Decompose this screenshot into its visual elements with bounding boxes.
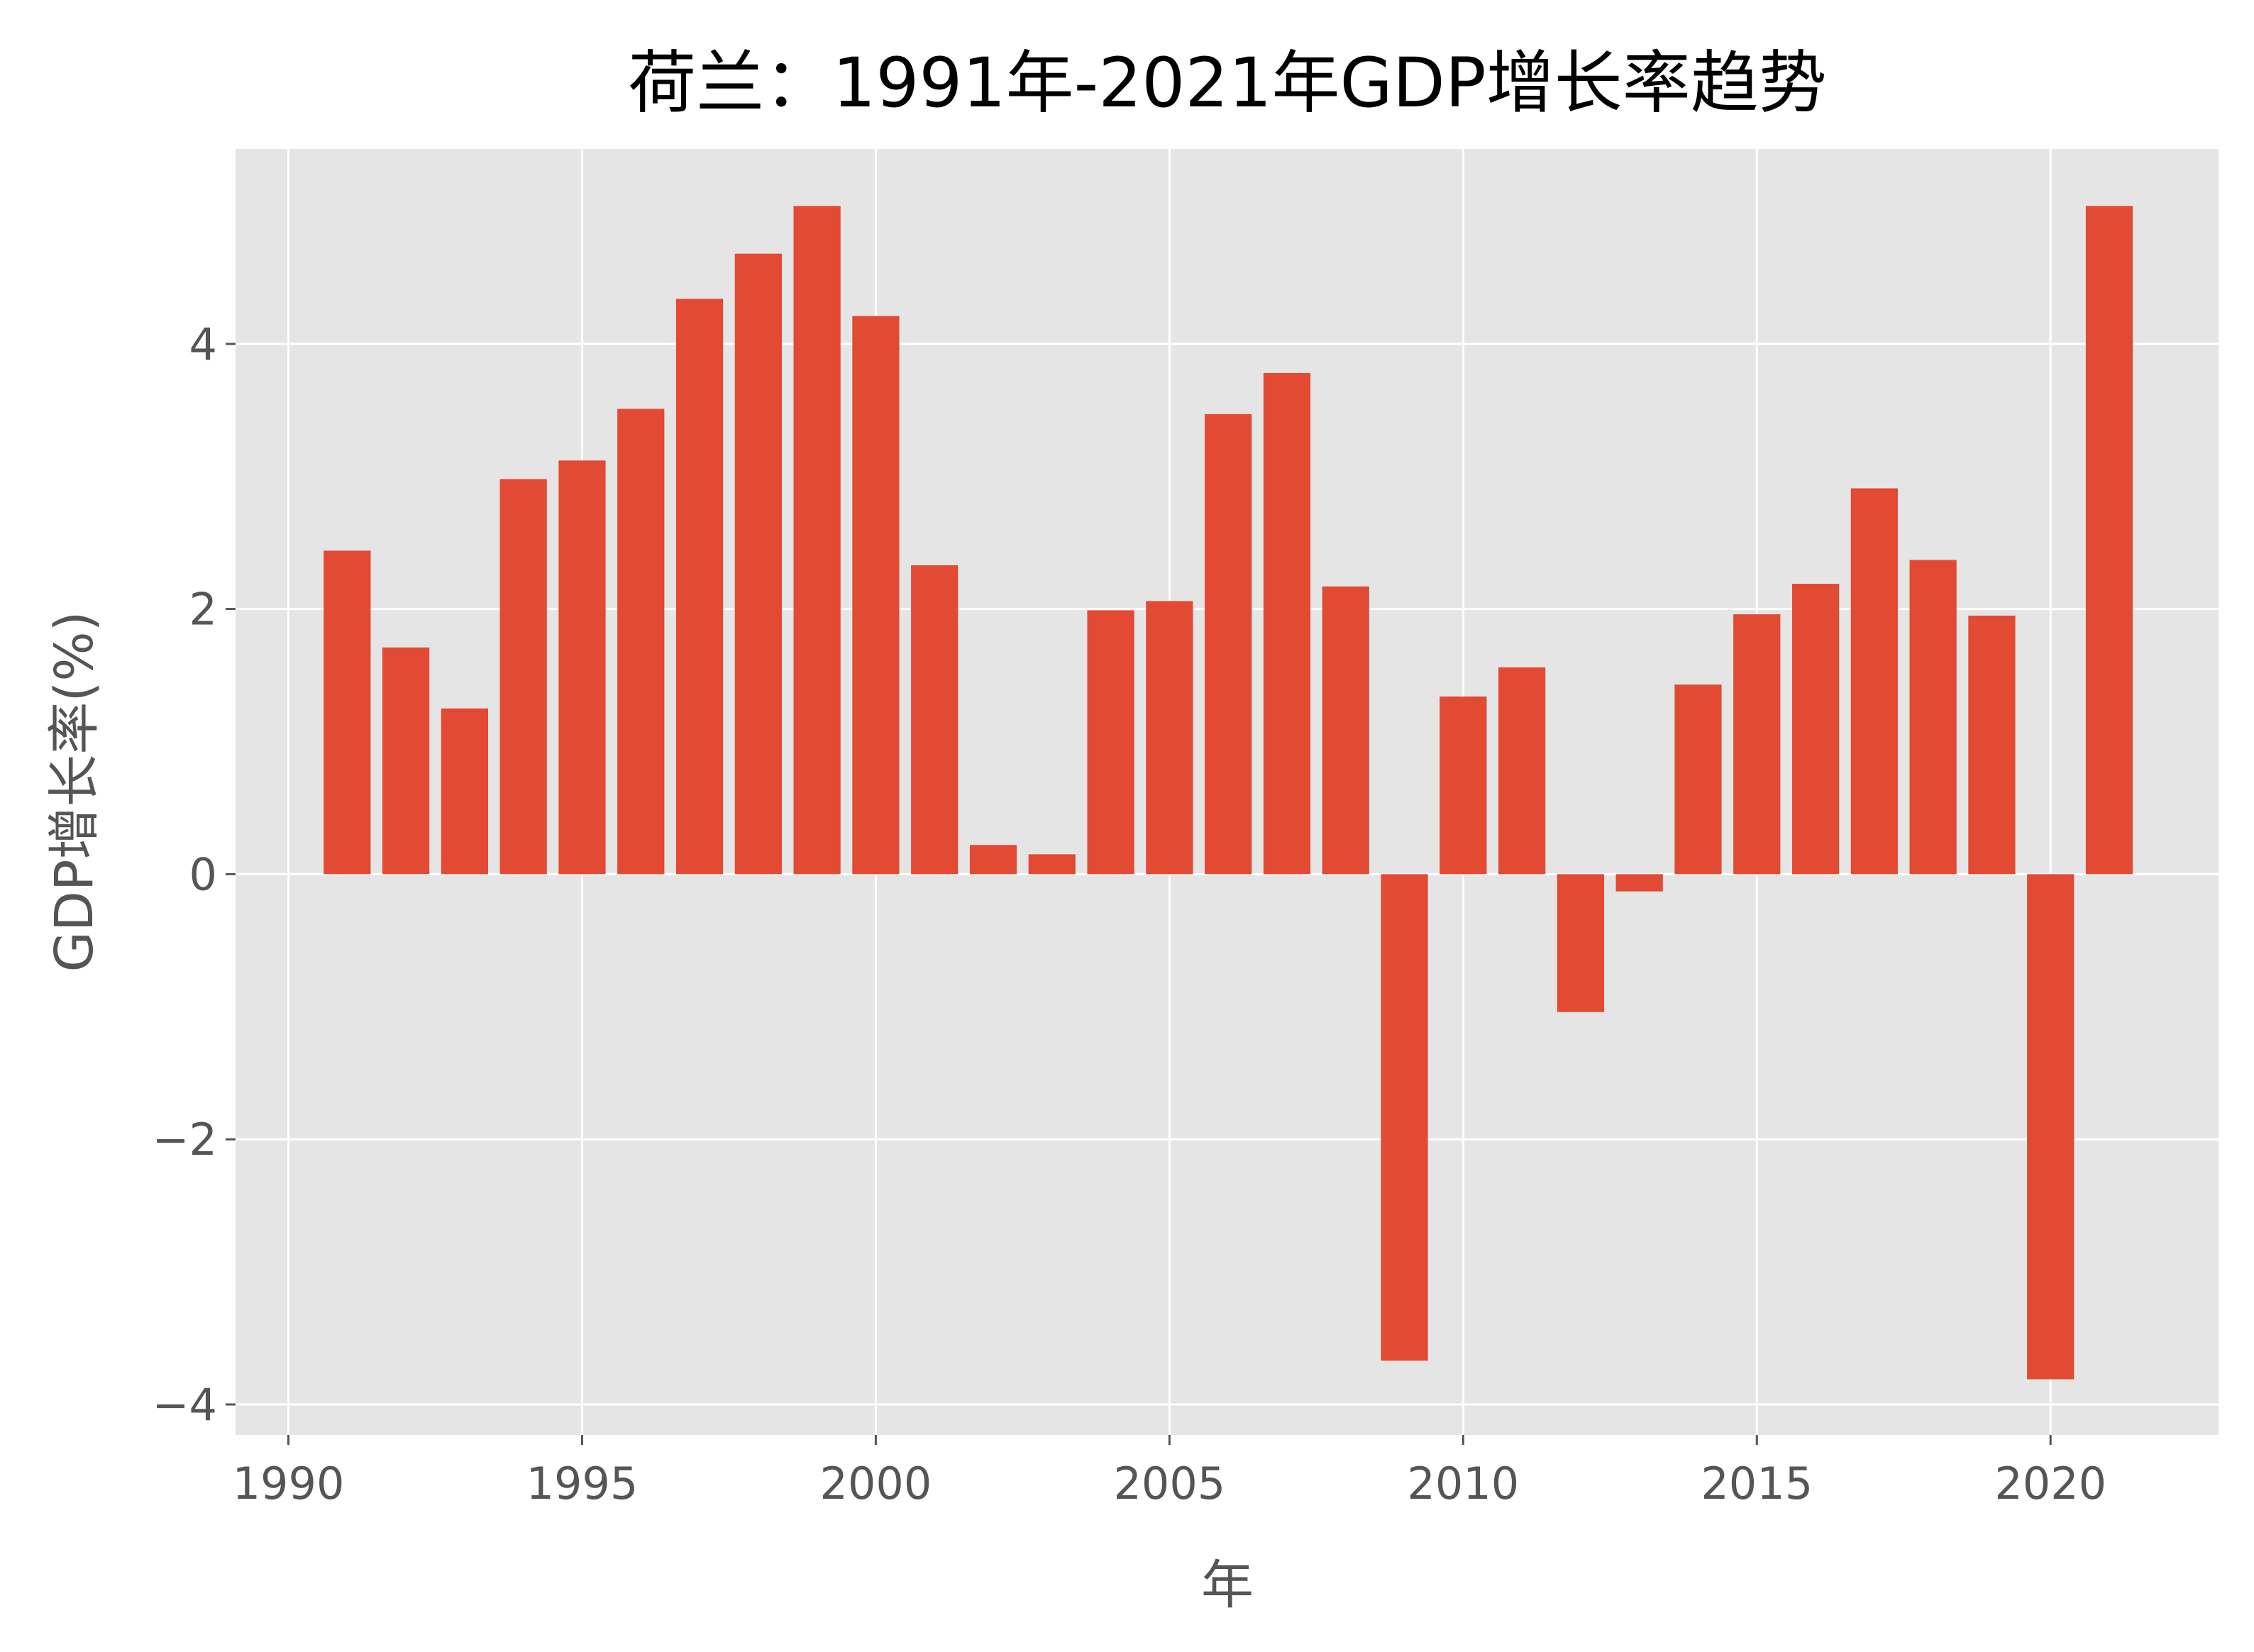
bar-2000 bbox=[852, 316, 900, 875]
bar-1995 bbox=[558, 460, 606, 875]
bar-2018 bbox=[1909, 560, 1957, 875]
x-tick-label: 2010 bbox=[1407, 1458, 1519, 1509]
bar-1994 bbox=[499, 479, 547, 875]
bar-2017 bbox=[1850, 488, 1898, 875]
x-axis-ticks: 1990 1995 2000 2005 2010 2015 2020 bbox=[233, 1435, 2106, 1509]
y-tick-label: −2 bbox=[153, 1114, 217, 1165]
bar-2020 bbox=[2027, 874, 2075, 1380]
bar-2013 bbox=[1615, 874, 1663, 892]
y-tick-label: −4 bbox=[153, 1379, 217, 1431]
bar-2004 bbox=[1087, 610, 1134, 875]
bar-1996 bbox=[617, 409, 665, 875]
bar-2012 bbox=[1557, 874, 1605, 1012]
bar-2002 bbox=[969, 845, 1017, 875]
y-tick-label: 4 bbox=[189, 318, 217, 370]
x-tick-label: 1990 bbox=[233, 1458, 345, 1509]
bar-2016 bbox=[1791, 584, 1840, 875]
y-axis-ticks: −4 −2 0 2 4 bbox=[153, 318, 236, 1431]
bar-2015 bbox=[1733, 614, 1781, 875]
bar-2008 bbox=[1322, 586, 1369, 875]
bar-1997 bbox=[675, 299, 724, 875]
bar-1991 bbox=[324, 550, 371, 875]
bars bbox=[324, 206, 2133, 1380]
chart-title: 荷兰：1991年-2021年GDP增长率趋势 bbox=[628, 43, 1826, 123]
bar-2001 bbox=[911, 565, 958, 875]
bar-2006 bbox=[1205, 414, 1252, 875]
x-tick-label: 1995 bbox=[526, 1458, 639, 1509]
bar-1992 bbox=[382, 647, 430, 875]
bar-2007 bbox=[1263, 372, 1311, 875]
bar-1998 bbox=[734, 253, 782, 875]
y-tick-label: 0 bbox=[189, 848, 217, 900]
x-tick-label: 2000 bbox=[820, 1458, 932, 1509]
x-axis-label: 年 bbox=[1201, 1555, 1254, 1616]
bar-2021 bbox=[2085, 206, 2133, 875]
bar-2011 bbox=[1498, 667, 1546, 875]
bar-1999 bbox=[793, 206, 841, 875]
bar-2010 bbox=[1440, 696, 1487, 875]
bar-2014 bbox=[1674, 684, 1722, 875]
bar-2005 bbox=[1146, 601, 1193, 875]
y-axis-label: GDP增长率(%) bbox=[44, 611, 105, 972]
bar-2019 bbox=[1968, 615, 2016, 875]
x-tick-label: 2015 bbox=[1701, 1458, 1813, 1509]
bar-2003 bbox=[1028, 854, 1076, 875]
x-tick-label: 2005 bbox=[1113, 1458, 1225, 1509]
bar-1993 bbox=[441, 708, 488, 875]
y-tick-label: 2 bbox=[189, 584, 217, 636]
bar-2009 bbox=[1381, 874, 1428, 1361]
x-tick-label: 2020 bbox=[1994, 1458, 2106, 1509]
